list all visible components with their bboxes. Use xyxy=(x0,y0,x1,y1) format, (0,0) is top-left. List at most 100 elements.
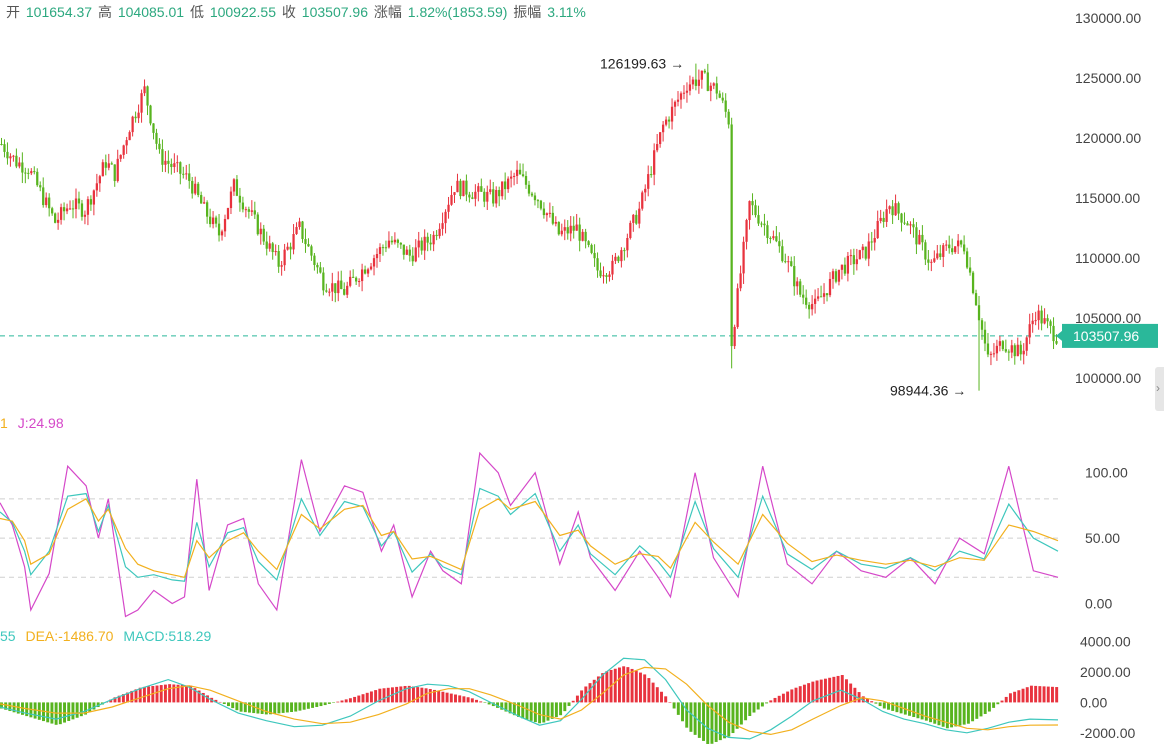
macd-histogram-bar xyxy=(605,671,609,703)
macd-histogram-bar xyxy=(298,702,302,711)
macd-histogram-bar xyxy=(718,702,722,741)
candle-body xyxy=(420,240,423,251)
candle-body xyxy=(968,267,972,273)
macd-histogram-bar xyxy=(378,688,382,703)
ohlc-header: 开 101654.37 高 104085.01 低 100922.55 收 10… xyxy=(6,2,588,22)
macd-histogram-bar xyxy=(987,702,991,712)
candle-body xyxy=(137,112,140,119)
macd-histogram-bar xyxy=(689,702,693,732)
macd-histogram-bar xyxy=(1029,685,1033,703)
candle-body xyxy=(837,269,841,282)
macd-histogram-bar xyxy=(861,696,865,703)
macd-histogram-bar xyxy=(844,679,848,703)
candle-body xyxy=(182,173,185,175)
candle-body xyxy=(545,213,549,216)
macd-histogram-bar xyxy=(248,702,251,713)
candle-body xyxy=(897,203,900,214)
candle-body xyxy=(679,93,683,100)
candle-body xyxy=(831,271,835,279)
price-y-tick: 115000.00 xyxy=(1075,190,1140,206)
candle-body xyxy=(784,261,787,263)
candle-body xyxy=(456,180,459,193)
price-y-tick: 130000.00 xyxy=(1075,10,1141,26)
macd-histogram-bar xyxy=(933,702,937,724)
candle-body xyxy=(56,219,60,223)
kdj-y-tick: 0.00 xyxy=(1085,595,1112,611)
candle-body xyxy=(33,171,36,173)
candle-body xyxy=(858,250,861,260)
candle-body xyxy=(349,276,352,286)
last-price-tag xyxy=(1062,323,1158,348)
macd-histogram-bar xyxy=(857,692,861,703)
candle-body xyxy=(900,213,903,223)
close-value: 103507.96 xyxy=(301,4,368,20)
candle-body xyxy=(197,183,200,196)
candle-body xyxy=(876,220,879,239)
candle-body xyxy=(322,272,325,291)
candle-body xyxy=(927,259,930,263)
macd-histogram-bar xyxy=(483,702,487,703)
macd-histogram-bar xyxy=(580,690,584,703)
macd-histogram-bar xyxy=(744,702,748,721)
macd-histogram-bar xyxy=(168,684,172,703)
macd-histogram-bar xyxy=(647,678,651,703)
macd-histogram-bar xyxy=(811,681,815,703)
macd-histogram-bar xyxy=(1013,691,1017,703)
candle-body xyxy=(587,241,590,245)
macd-histogram-bar xyxy=(138,687,142,703)
candle-body xyxy=(578,224,581,241)
candle-body xyxy=(307,244,310,247)
macd-histogram-bar xyxy=(504,702,508,712)
kdj-y-tick: 50.00 xyxy=(1085,530,1120,546)
candle-body xyxy=(289,246,292,250)
macd-histogram-bar xyxy=(748,702,752,716)
candle-body xyxy=(989,353,993,355)
candle-body xyxy=(89,199,93,205)
candle-body xyxy=(903,222,906,224)
candle-body xyxy=(650,174,653,176)
candle-body xyxy=(846,255,850,274)
macd-histogram-bar xyxy=(765,702,769,704)
candle-body xyxy=(998,341,1002,346)
macd-histogram-bar xyxy=(958,702,962,726)
candle-body xyxy=(781,246,784,262)
candle-body xyxy=(438,228,441,237)
candle-body xyxy=(960,240,963,245)
candle-body xyxy=(1055,341,1058,344)
candle-body xyxy=(238,195,242,203)
candle-body xyxy=(828,278,832,296)
candle-body xyxy=(140,93,143,113)
macd-histogram-bar xyxy=(96,702,100,708)
candle-body xyxy=(1040,310,1043,324)
side-panel-handle[interactable]: › xyxy=(1155,367,1164,411)
macd-histogram-bar xyxy=(979,702,983,717)
macd-histogram-bar xyxy=(962,702,966,725)
macd-histogram-bar xyxy=(441,691,445,703)
macd-histogram-bar xyxy=(134,689,138,703)
macd-histogram-bar xyxy=(651,682,655,703)
candle-body xyxy=(1016,344,1019,357)
candle-body xyxy=(143,86,146,94)
candle-body xyxy=(507,178,510,190)
candle-body xyxy=(1007,351,1010,353)
macd-histogram-bar xyxy=(802,684,806,703)
candle-body xyxy=(3,144,6,152)
candle-body xyxy=(617,256,620,262)
candle-body xyxy=(304,239,307,245)
macd-histogram-bar xyxy=(777,695,781,703)
macd-histogram-bar xyxy=(243,702,247,713)
candle-body xyxy=(629,222,632,239)
macd-histogram-bar xyxy=(975,702,979,719)
candle-body xyxy=(718,93,721,98)
macd-histogram-bar xyxy=(109,699,113,703)
candle-body xyxy=(641,192,644,209)
candle-body xyxy=(509,176,513,179)
candle-body xyxy=(495,190,498,204)
candle-body xyxy=(337,280,340,294)
macd-histogram-bar xyxy=(8,702,12,712)
candle-body xyxy=(763,223,766,226)
candle-body xyxy=(501,181,504,197)
candle-body xyxy=(74,198,78,210)
candle-body xyxy=(277,250,280,267)
